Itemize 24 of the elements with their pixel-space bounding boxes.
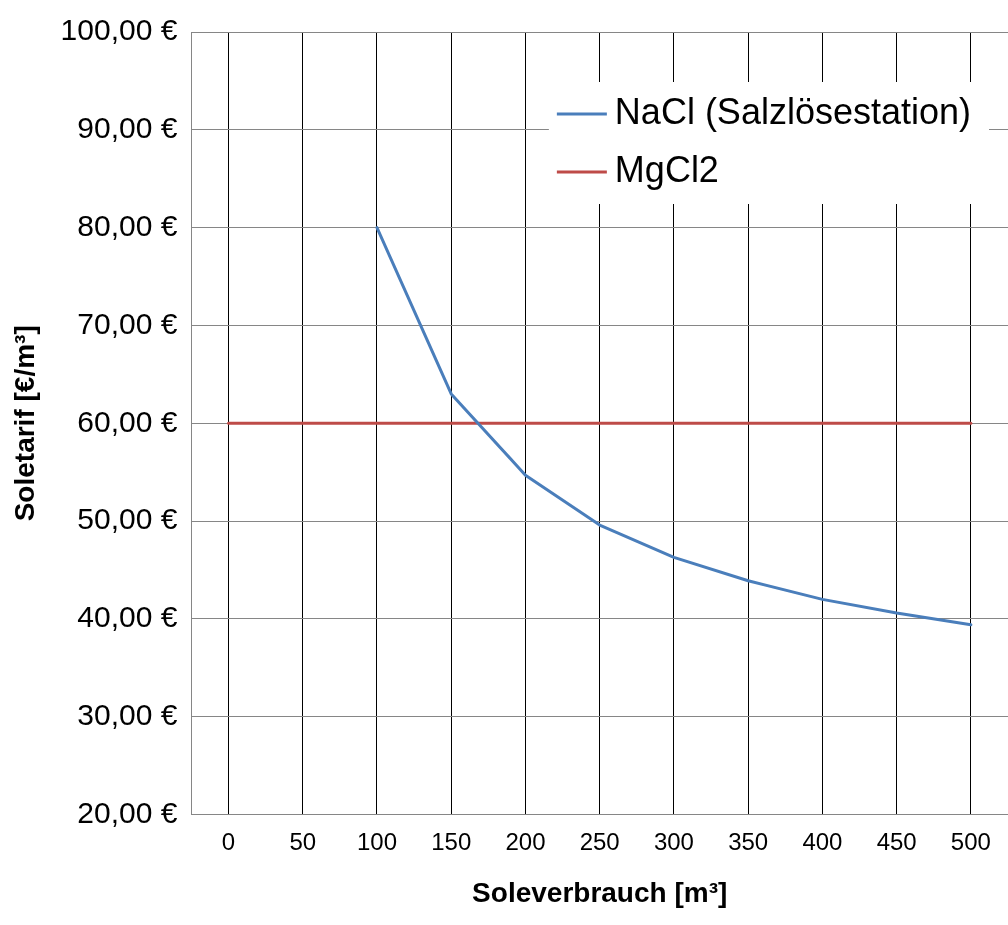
y-tick-label: 90,00 €	[77, 111, 178, 145]
x-tick-label: 0	[221, 827, 236, 855]
y-axis-title: Soletarif [€/m³]	[8, 325, 40, 522]
legend-label: NaCl (Salzlösestation)	[614, 90, 972, 132]
y-tick-label: 50,00 €	[77, 502, 178, 536]
x-tick-label: 150	[431, 827, 472, 855]
y-tick-label: 40,00 €	[77, 600, 178, 634]
x-tick-label: 450	[876, 827, 917, 855]
y-tick-label: 100,00 €	[60, 13, 178, 47]
x-tick-label: 50	[289, 827, 317, 855]
x-tick-label: 100	[356, 827, 397, 855]
x-tick-label: 200	[505, 827, 546, 855]
x-tick-label: 500	[950, 827, 991, 855]
y-tick-label: 70,00 €	[77, 306, 178, 340]
x-axis-title: Soleverbrauch [m³]	[472, 876, 728, 908]
x-tick-label: 250	[579, 827, 620, 855]
y-tick-label: 20,00 €	[77, 795, 178, 829]
x-tick-label: 400	[802, 827, 843, 855]
y-tick-label: 30,00 €	[77, 698, 178, 732]
x-tick-label: 300	[653, 827, 694, 855]
legend-label: MgCl2	[614, 148, 719, 190]
y-tick-label: 80,00 €	[77, 208, 178, 242]
x-tick-label: 350	[728, 827, 769, 855]
y-tick-label: 60,00 €	[77, 404, 178, 438]
